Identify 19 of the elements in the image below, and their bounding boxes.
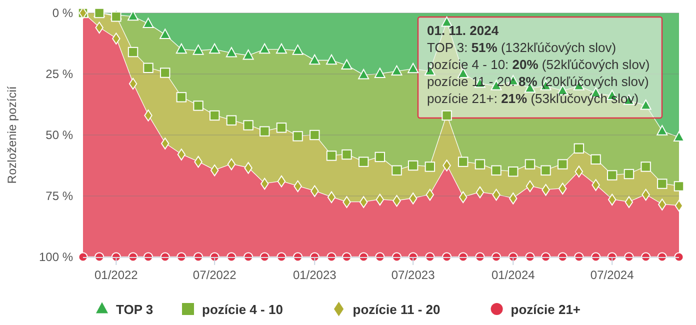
y-tick-label: 50 % [46, 128, 74, 142]
y-tick-label: 75 % [46, 189, 74, 203]
annotation: pozície 4 - 10: 20% (52kľúčových slov) [427, 57, 650, 72]
annotation: TOP 3: 51% (132kľúčových slov) [427, 40, 616, 55]
y-tick-label: 0 % [52, 6, 74, 20]
x-tick-label: 07/2022 [192, 268, 237, 282]
x-tick-label: 07/2024 [590, 268, 634, 282]
y-tick-label: 25 % [46, 67, 74, 81]
annotation: 01. 11. 2024 [427, 23, 500, 38]
legend-label: pozície 4 - 10 [202, 302, 283, 317]
x-tick-label: 07/2023 [391, 268, 436, 282]
legend-label: TOP 3 [116, 302, 154, 317]
y-tick-label: 100 % [38, 250, 74, 264]
legend-label: pozície 11 - 20 [352, 302, 440, 317]
x-tick-label: 01/2022 [94, 268, 138, 282]
y-axis-title: Rozloženie pozícií [5, 86, 19, 184]
x-tick-label: 01/2024 [491, 268, 536, 282]
legend-label: pozície 21+ [510, 302, 581, 317]
x-tick-label: 01/2023 [292, 268, 337, 282]
